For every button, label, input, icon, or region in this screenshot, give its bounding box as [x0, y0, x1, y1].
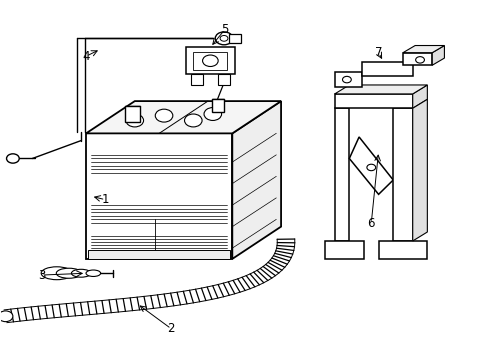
Circle shape: [215, 32, 232, 45]
Polygon shape: [412, 85, 427, 108]
Text: 3: 3: [39, 269, 46, 282]
Bar: [211, 99, 223, 112]
Polygon shape: [86, 101, 281, 134]
Circle shape: [0, 311, 13, 321]
Polygon shape: [361, 62, 412, 76]
Polygon shape: [412, 99, 427, 241]
Text: 2: 2: [167, 322, 175, 335]
Bar: [125, 106, 140, 122]
Polygon shape: [348, 137, 392, 194]
Polygon shape: [378, 241, 427, 259]
Polygon shape: [431, 45, 444, 65]
Text: 6: 6: [367, 216, 374, 230]
Circle shape: [202, 55, 218, 67]
Bar: [190, 74, 203, 85]
Text: 4: 4: [82, 50, 90, 63]
Circle shape: [366, 164, 375, 171]
Ellipse shape: [56, 268, 81, 278]
Bar: [193, 52, 227, 70]
Circle shape: [220, 36, 227, 41]
Polygon shape: [392, 108, 412, 241]
Circle shape: [155, 109, 172, 122]
Bar: [88, 250, 229, 259]
Polygon shape: [86, 134, 232, 259]
Circle shape: [415, 57, 424, 63]
Ellipse shape: [86, 270, 101, 276]
Polygon shape: [334, 94, 412, 108]
Circle shape: [126, 114, 143, 127]
Bar: [228, 34, 241, 42]
Circle shape: [184, 114, 202, 127]
Polygon shape: [325, 241, 363, 259]
Bar: [217, 74, 229, 85]
Circle shape: [342, 76, 350, 83]
Polygon shape: [334, 85, 427, 94]
Polygon shape: [334, 72, 361, 87]
Circle shape: [203, 108, 221, 121]
Polygon shape: [334, 108, 348, 241]
Circle shape: [6, 154, 19, 163]
Polygon shape: [402, 53, 431, 65]
Text: 1: 1: [102, 193, 109, 206]
Text: 5: 5: [221, 23, 228, 36]
Ellipse shape: [71, 269, 91, 277]
Ellipse shape: [41, 267, 72, 280]
Bar: [185, 47, 234, 74]
Polygon shape: [232, 101, 281, 259]
Polygon shape: [402, 45, 444, 53]
Text: 7: 7: [374, 46, 382, 59]
